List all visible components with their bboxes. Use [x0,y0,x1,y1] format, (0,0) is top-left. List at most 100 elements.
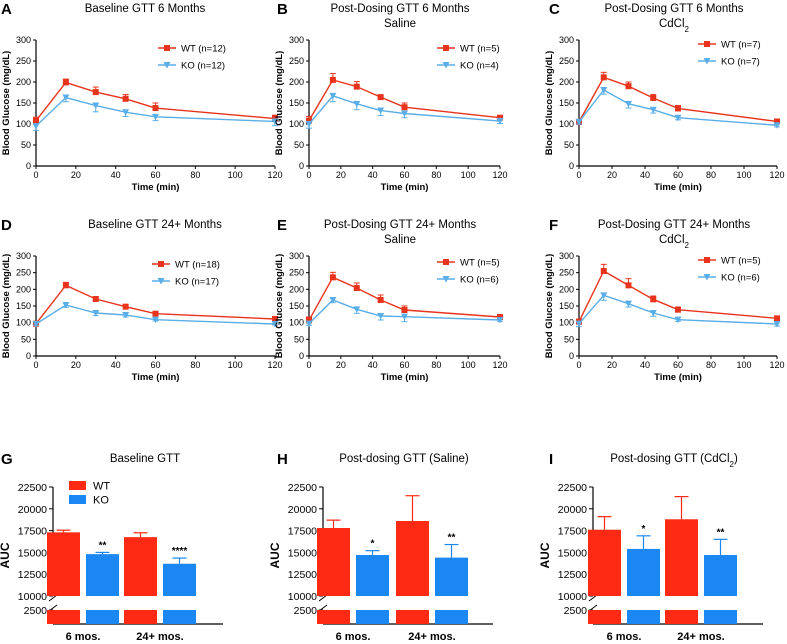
category-label: 24+ mos. [408,631,455,643]
y-tick-label: 17500 [288,526,317,538]
y-tick-label: 250 [16,268,31,278]
series-ko: KO (n=7) [575,57,781,129]
legend-label: WT [93,481,110,493]
series-line [35,96,276,127]
wt-bar [47,532,80,596]
data-point [600,292,608,299]
x-tick-label: 20 [607,360,617,370]
panel-e: E Post-Dosing GTT 24+ Months Saline 0 50 100 1… [274,217,508,383]
y-tick-label: 300 [289,251,304,261]
series-line [578,270,778,322]
series-line [308,276,501,321]
y-tick-label: 200 [559,77,574,87]
panel-title: Baseline GTT [110,453,180,465]
y-tick-label: 2500 [294,605,318,617]
x-tick-label: 80 [706,360,716,370]
y-tick-label: 50 [21,334,31,344]
legend-label: WT (n=5) [721,256,761,267]
data-point [496,317,504,324]
y-tick-label: 0 [299,351,304,361]
data-point [329,76,336,83]
x-tick-label: 0 [576,170,581,180]
y-tick-label: 0 [26,161,31,171]
panel-a: A Baseline GTT 6 Months050100150200250300… [1,1,283,193]
wt-bar-lower [396,610,429,624]
y-tick-label: 200 [559,284,574,294]
series-wt: WT (n=5) [576,256,780,325]
legend-label: WT (n=12) [181,44,226,55]
x-tick-label: 0 [33,360,38,370]
data-point [675,105,681,112]
ko-bar-lower [86,610,119,624]
y-tick-label: 250 [289,268,304,278]
data-point [600,74,607,81]
data-point [329,274,336,281]
series-line [578,76,778,123]
data-point [377,94,384,101]
panel-label: A [1,1,12,18]
data-point [329,92,337,100]
y-axis-label: Blood Glucose (mg/dL) [544,254,555,359]
x-tick-label: 40 [368,360,378,370]
legend-marker [157,278,165,285]
y-tick-label: 2500 [24,605,48,617]
data-point [271,118,279,125]
series-ko: KO (n=12) [32,61,279,131]
x-tick-label: 60 [673,360,683,370]
series-line [578,89,778,126]
x-tick-label: 80 [706,170,716,180]
y-axis-label: Blood Glucose (mg/dL) [274,51,285,156]
series-wt: WT (n=18) [33,260,278,327]
data-point [650,296,657,303]
y-tick-label: 100 [289,119,304,129]
wt-bar-lower [124,610,157,624]
ko-bar-lower [435,610,468,624]
panel-label: D [1,217,12,234]
x-tick-label: 100 [228,170,243,180]
y-tick-label: 0 [569,161,574,171]
data-point [600,268,607,274]
x-tick-label: 0 [33,170,38,180]
y-tick-label: 22500 [288,482,317,494]
y-tick-label: 12500 [558,569,587,581]
panel-i: I Post-dosing GTT (CdCl2) 10000 12500 15000 1… [538,451,763,643]
ko-bar [435,557,468,596]
legend-label: WT (n=5) [460,44,500,55]
panel-title: Post-Dosing GTT 24+ Months [598,219,750,231]
significance-label: ** [717,527,725,538]
data-point [774,118,780,125]
y-axis-label: AUC [0,542,12,568]
data-point [122,109,130,116]
data-point [122,303,129,310]
data-point [497,114,503,121]
data-point [152,316,159,324]
data-point [271,321,279,328]
x-tick-label: 40 [640,360,650,370]
legend-marker [704,41,710,47]
wt-bar-lower [317,610,350,624]
panel-label: B [277,1,288,18]
y-tick-label: 150 [559,301,574,311]
data-point [272,316,278,322]
data-point [377,297,384,303]
series-line [308,95,501,125]
wt-bar [396,521,429,596]
y-tick-label: 100 [16,119,31,129]
data-point [674,114,682,122]
data-point [92,102,100,110]
wt-bar-lower [47,610,80,624]
panel-label: E [277,217,287,234]
data-point [152,310,159,317]
wt-bar [588,529,621,596]
x-tick-label: 20 [336,170,346,180]
y-tick-label: 200 [289,284,304,294]
y-tick-label: 2500 [564,605,588,617]
x-tick-label: 100 [736,170,751,180]
data-point [649,106,657,114]
data-point [401,313,408,321]
y-tick-label: 200 [289,77,304,87]
x-axis-label: Time (min) [132,182,180,193]
ko-bar [627,548,660,596]
panel-label: G [1,451,13,468]
x-tick-label: 120 [769,170,784,180]
